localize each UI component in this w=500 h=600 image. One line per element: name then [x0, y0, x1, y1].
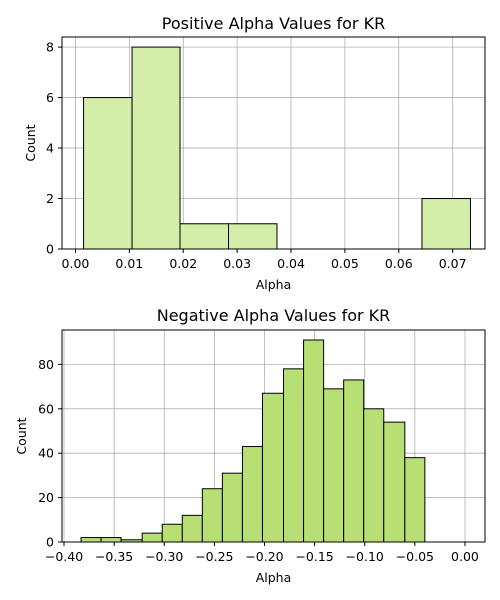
x-tick-label: 0.05: [331, 256, 359, 271]
x-tick-label: −0.40: [45, 549, 83, 564]
histogram-bar: [303, 339, 325, 543]
histogram-bar: [181, 514, 203, 543]
x-axis-label: Alpha: [256, 570, 292, 585]
y-tick-label: 2: [46, 191, 54, 206]
y-tick-label: 0: [46, 535, 54, 550]
histogram-bar: [141, 532, 163, 543]
x-tick-label: 0.03: [223, 256, 251, 271]
x-tick-label: −0.30: [145, 549, 183, 564]
y-tick-label: 8: [46, 40, 54, 55]
histogram-bar: [343, 379, 365, 543]
axes-frame: [61, 329, 486, 543]
histogram-bar: [323, 388, 345, 543]
y-axis-label: Count: [14, 417, 29, 454]
histogram-bar: [228, 223, 278, 250]
x-tick-label: 0.00: [451, 549, 479, 564]
axes-frame: [61, 36, 486, 250]
y-tick-label: 0: [46, 242, 54, 257]
x-tick-label: −0.20: [245, 549, 283, 564]
histogram-bar: [131, 46, 181, 250]
histogram-bar: [80, 537, 102, 543]
histogram-bar: [83, 97, 133, 250]
histogram-bar: [383, 421, 406, 543]
x-tick-label: −0.15: [295, 549, 333, 564]
histogram-bar: [421, 198, 471, 250]
x-tick-label: 0.06: [385, 256, 413, 271]
x-tick-label: 0.04: [277, 256, 305, 271]
x-tick-label: 0.07: [439, 256, 467, 271]
histogram-bar: [221, 472, 243, 543]
chart-title: Negative Alpha Values for KR: [157, 306, 391, 325]
x-axis-label: Alpha: [256, 277, 292, 292]
x-tick-label: 0.02: [169, 256, 197, 271]
y-tick-label: 6: [46, 90, 54, 105]
x-tick-label: 0.00: [62, 256, 90, 271]
y-tick-label: 4: [46, 141, 54, 156]
histogram-bar: [241, 446, 263, 543]
y-tick-label: 80: [38, 357, 54, 372]
chart-title: Positive Alpha Values for KR: [162, 14, 385, 33]
y-tick-label: 20: [38, 490, 54, 505]
x-tick-label: −0.05: [396, 549, 434, 564]
y-tick-label: 60: [38, 401, 54, 416]
histogram-bar: [100, 537, 122, 543]
histogram-bar: [161, 523, 183, 543]
y-tick-label: 40: [38, 446, 54, 461]
x-tick-label: −0.35: [95, 549, 133, 564]
positive-alpha-histogram: 0.00 0.01 0.02 0.03 0.04 0.05 0.06 0.07 0 2 4 6 8 Pos…: [23, 14, 486, 292]
x-tick-label: −0.10: [346, 549, 384, 564]
histogram-bar: [201, 488, 223, 543]
histogram-bar: [179, 223, 230, 250]
y-axis-label: Count: [23, 124, 38, 161]
histogram-bar: [404, 457, 426, 543]
x-tick-label: −0.25: [195, 549, 233, 564]
histogram-bar: [261, 392, 285, 543]
x-tick-label: 0.01: [115, 256, 143, 271]
histogram-bar: [283, 368, 305, 543]
negative-alpha-histogram: −0.40 −0.35 −0.30 −0.25 −0.20 −0.15 −0.10 −0.05…: [14, 306, 486, 585]
histogram-bar: [363, 408, 385, 543]
